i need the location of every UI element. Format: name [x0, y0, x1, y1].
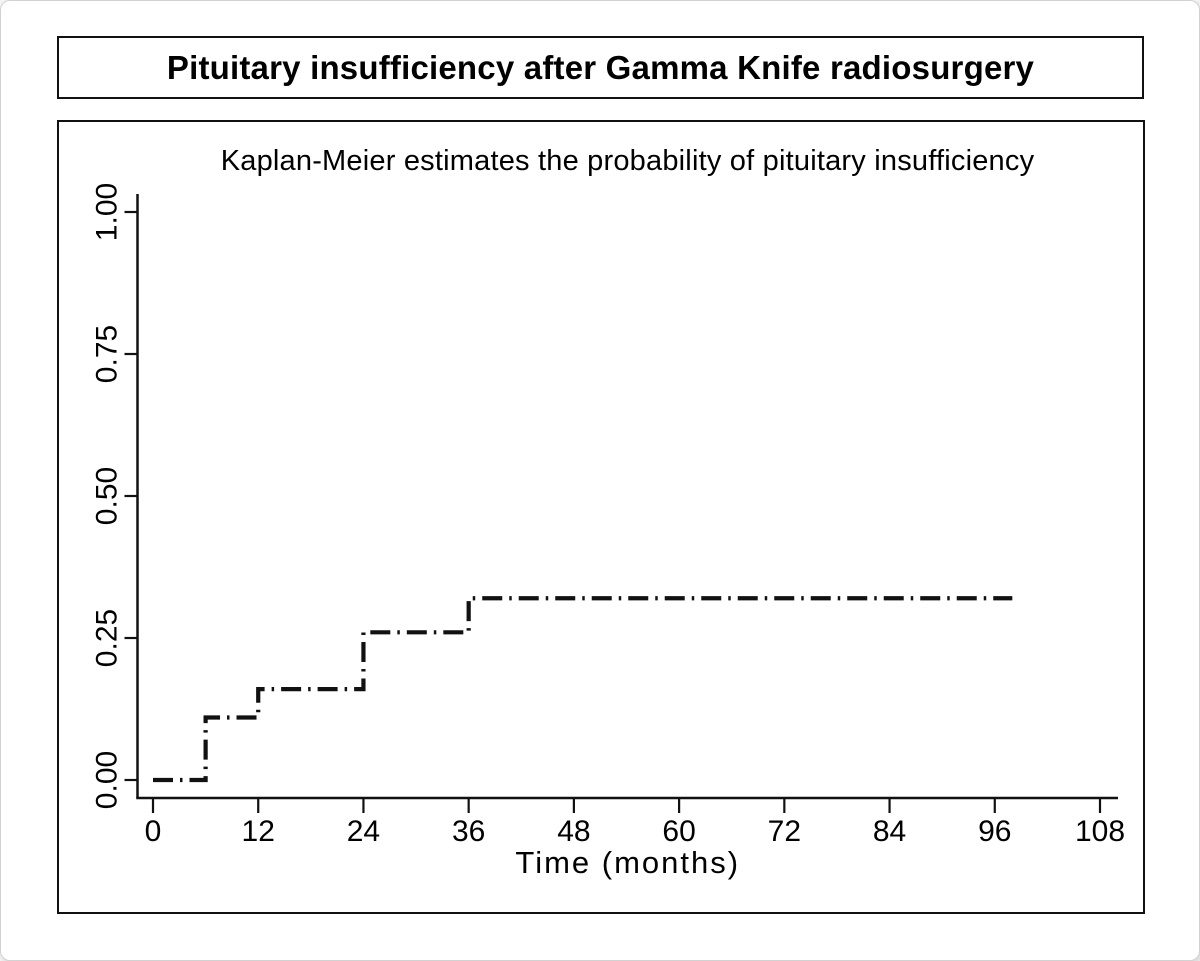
x-tick-label: 96	[978, 815, 1011, 848]
chart-frame	[57, 120, 1145, 914]
x-tick-label: 60	[662, 815, 695, 848]
x-tick-label: 0	[145, 815, 162, 848]
y-tick-label: 0.75	[91, 325, 124, 383]
km-step-curve	[153, 596, 1013, 783]
chart-title: Pituitary insufficiency after Gamma Knif…	[166, 48, 1035, 86]
chart-title-box: Pituitary insufficiency after Gamma Knif…	[57, 36, 1144, 99]
y-tick-label: 1.00	[91, 183, 124, 241]
x-tick-label: 24	[347, 815, 380, 848]
x-tick-label: 48	[557, 815, 590, 848]
y-tick-label: 0.50	[91, 467, 124, 525]
y-tick-label: 0.00	[91, 751, 124, 809]
x-tick-label: 12	[242, 815, 275, 848]
x-tick-label: 108	[1075, 815, 1125, 848]
chart-subtitle: Kaplan-Meier estimates the probability o…	[220, 145, 1035, 177]
x-axis-title: Time (months)	[515, 845, 740, 880]
x-tick-label: 72	[768, 815, 801, 848]
x-tick-label: 84	[873, 815, 906, 848]
x-tick-label: 36	[452, 815, 485, 848]
y-tick-label: 0.25	[91, 609, 124, 667]
